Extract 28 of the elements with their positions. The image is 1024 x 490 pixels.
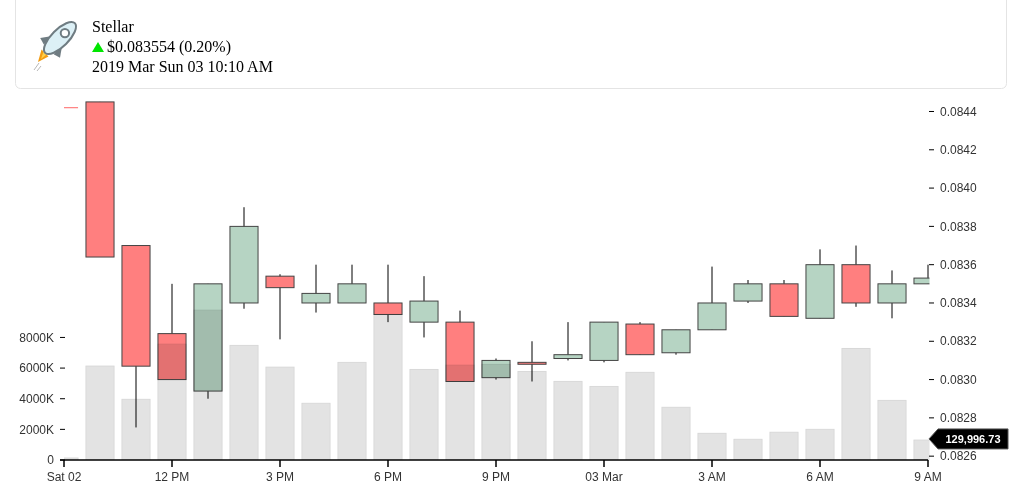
y-tick-label: 0.0836 [940, 257, 978, 272]
x-tick-label: 12 PM [154, 470, 190, 484]
y2-tick-label: 6000K [19, 361, 54, 376]
y-tick-label: 0.0842 [940, 142, 978, 157]
x-tick-label: 3 AM [698, 470, 726, 484]
chart-title: Stellar [92, 18, 135, 35]
y-tick-label: 0.0832 [940, 334, 978, 349]
y2-tick-label: 2000K [19, 422, 54, 437]
y2-tick-label: 0 [47, 453, 55, 468]
x-tick-label: 9 PM [481, 470, 511, 484]
x-tick-label: Sat 02 [46, 470, 82, 484]
y-tick-label: 0.0826 [940, 449, 978, 464]
y-tick-label: 0.0834 [940, 296, 978, 311]
x-tick-label: 3 PM [265, 470, 295, 484]
y-tick-label: 0.0830 [940, 372, 978, 387]
y2-tick-label: 4000K [19, 391, 54, 406]
y-tick-label: 0.0844 [940, 104, 978, 119]
y-tick-label: 0.0840 [940, 181, 978, 196]
y2-tick-label: 8000K [19, 330, 54, 345]
chart-subtitle: $0.083554 (0.20%) [107, 38, 231, 56]
y-tick-label: 0.0828 [940, 411, 978, 426]
x-tick-label: 9 AM [914, 470, 942, 484]
y-tick-label: 0.0838 [940, 219, 978, 234]
text: 2019 Mar Sun 03 10:10 AM [92, 58, 273, 75]
x-tick-label: 03 Mar [585, 470, 623, 484]
x-tick-label: 6 AM [806, 470, 834, 484]
annotation: 129,996.73 [945, 432, 1001, 445]
x-tick-label: 6 PM [373, 470, 403, 484]
